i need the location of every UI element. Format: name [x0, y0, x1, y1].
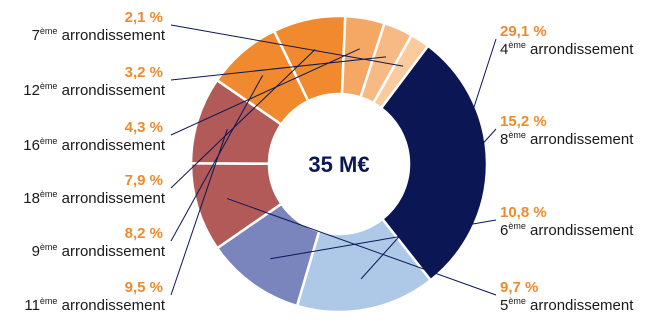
leader-line-12e [170, 56, 387, 81]
arrondissement-label-6e: 6ème arrondissement [500, 221, 634, 239]
leader-line-18e [170, 49, 316, 189]
leader-line-6e [270, 219, 497, 260]
arrondissement-label-11e: 11ème arrondissement [24, 296, 165, 314]
leader-line-9e [170, 75, 264, 242]
center-total-label: 35 M€ [308, 152, 369, 177]
percent-label-9e: 8,2 % [125, 225, 163, 242]
leader-line-4e [455, 38, 497, 163]
slices-group [189, 14, 489, 314]
percent-label-4e: 29,1 % [500, 23, 547, 40]
arrondissement-label-9e: 9ème arrondissement [32, 242, 166, 260]
percent-label-6e: 10,8 % [500, 204, 547, 221]
slice-7e-arrondissement [371, 33, 430, 110]
arrondissement-label-18e: 18ème arrondissement [23, 189, 166, 207]
percent-label-11e: 9,5 % [125, 279, 163, 296]
percent-label-16e: 4,3 % [125, 119, 163, 136]
percent-label-8e: 15,2 % [500, 113, 547, 130]
arrondissement-label-16e: 16ème arrondissement [23, 136, 166, 154]
leader-lines-group [170, 24, 497, 296]
arrondissement-label-4e: 4ème arrondissement [500, 40, 634, 58]
arrondissement-label-8e: 8ème arrondissement [500, 130, 634, 148]
leader-line-8e [360, 128, 497, 280]
percent-label-12e: 3,2 % [125, 64, 163, 81]
percent-label-7e: 2,1 % [125, 9, 163, 26]
labels-group: 29,1 %4ème arrondissement 15,2 %8ème arro… [23, 9, 634, 314]
leader-line-5e [227, 198, 497, 296]
percent-label-18e: 7,9 % [125, 172, 163, 189]
percent-label-5e: 9,7 % [500, 279, 538, 296]
arrondissement-label-12e: 12ème arrondissement [23, 81, 166, 99]
leader-line-7e [170, 24, 404, 67]
arrondissement-label-5e: 5ème arrondissement [500, 296, 634, 314]
arrondissement-label-7e: 7ème arrondissement [32, 26, 166, 44]
